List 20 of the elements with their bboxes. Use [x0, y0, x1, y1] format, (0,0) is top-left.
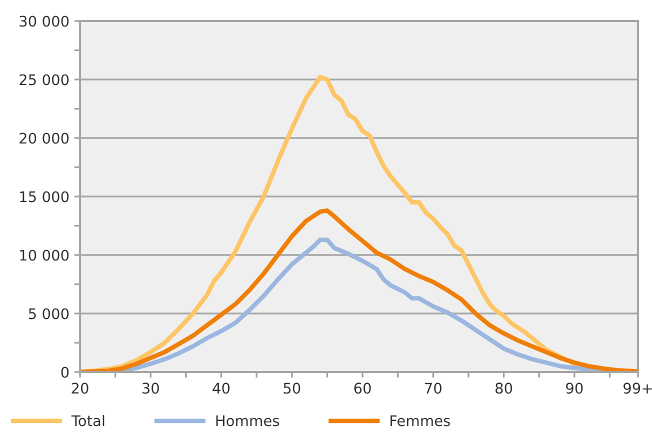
y-tick-label: 15 000: [20, 191, 69, 202]
x-tick-label: 80: [496, 382, 512, 394]
y-tick-label: 0: [61, 366, 69, 378]
x-tick-label: 60: [354, 382, 371, 394]
legend-label: Hommes: [216, 415, 280, 426]
legend-label: Total: [71, 414, 104, 426]
x-tick-label: 70: [425, 382, 442, 394]
line-series: [120, 238, 605, 372]
y-tick-label: 10 000: [20, 250, 69, 261]
x-tick-label: 99+: [624, 382, 652, 394]
y-tick-label: 25 000: [20, 74, 69, 86]
x-tick-label: 40: [212, 382, 230, 394]
x-tick-label: 90: [566, 382, 583, 394]
x-tick-label: 50: [284, 382, 300, 394]
x-tick-label: 30: [142, 382, 159, 394]
y-tick-label: 20 000: [20, 132, 69, 144]
y-tick-label: 30 000: [20, 16, 69, 27]
x-tick-label: 20: [72, 382, 88, 394]
y-tick-label: 5 000: [28, 308, 69, 320]
legend-label: Femmes: [390, 415, 450, 426]
